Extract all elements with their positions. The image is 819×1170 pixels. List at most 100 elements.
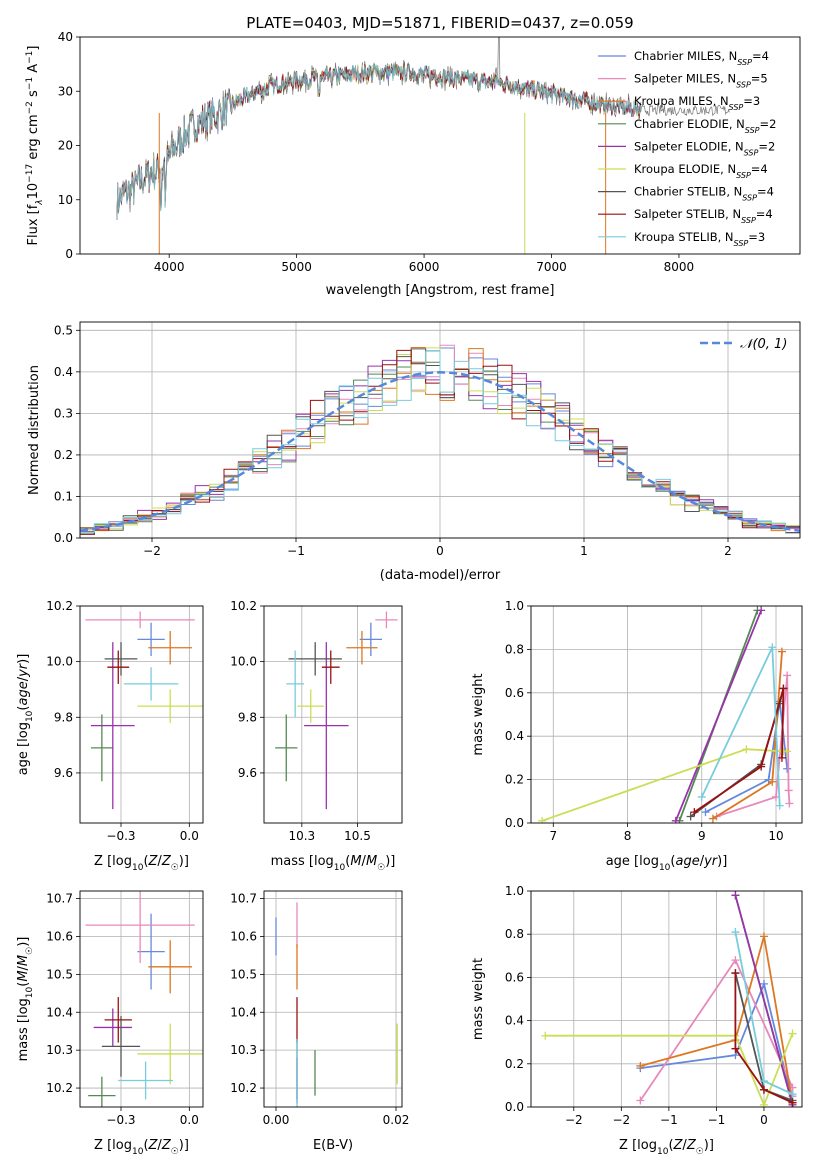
plot-area-mass-vs-ebv: [275, 902, 398, 1107]
y-tick-label: 10.3: [46, 1043, 73, 1057]
x-tick-label: 6000: [409, 260, 440, 274]
y-tick-label: 0.2: [505, 773, 524, 787]
y-tick-label: 10.6: [46, 929, 73, 943]
x-tick-label: −1: [660, 1113, 678, 1127]
weight-marker-salpeter-elodie: [757, 606, 766, 615]
y-tick-label: 10.7: [230, 892, 257, 906]
weight-marker-kroupa-elodie: [783, 747, 792, 756]
weight-line-salpeter-elodie: [674, 609, 763, 822]
weight-marker-kroupa-stelib: [768, 643, 777, 652]
panel-weight-vs-Z: −2 −2 −1 −1 0 0.0 0.2 0.4 0.6 0.8 1.0 Z [log10(Z/Z☉…: [471, 884, 803, 1157]
weight-marker-chabrier-miles: [783, 764, 792, 773]
x-tick-label: 7: [549, 829, 557, 843]
legend-label-chabrier-miles: Chabrier MILES, NSSP=4: [634, 49, 769, 67]
weight-marker-salpeter-miles: [784, 786, 793, 795]
plot-area-weight-vs-Z: [541, 891, 797, 1107]
x-tick-label: −1: [287, 544, 305, 558]
y-tick-label: 10.3: [230, 1043, 257, 1057]
y-tick-label: 10.5: [46, 967, 73, 981]
weight-marker-salpeter-stelib: [777, 753, 786, 762]
y-tick-label: 10: [58, 193, 73, 207]
x-tick-label: 0.02: [383, 1113, 410, 1127]
axes-frame: [263, 890, 403, 1108]
x-tick-label: 7000: [536, 260, 567, 274]
y-tick-label: 9.8: [238, 710, 257, 724]
y-tick-label: 0.4: [505, 729, 524, 743]
weight-marker-salpeter-elodie: [731, 891, 740, 900]
y-tick-label: 0.0: [54, 531, 73, 545]
weight-marker-kroupa-miles: [708, 814, 717, 823]
axes-frame: [79, 321, 801, 539]
y-tick-label: 10.5: [230, 967, 257, 981]
y-tick-label: 10.7: [46, 892, 73, 906]
weight-line-chabrier-miles: [640, 980, 794, 1103]
panel-residuals: −2 −1 0 1 2 0.0 0.1 0.2 0.3 0.4 0.5 𝒩(0, 1) (data-mo…: [27, 321, 801, 583]
y-tick-label: 10.0: [46, 655, 73, 669]
y-tick-label: 9.6: [238, 766, 257, 780]
y-tick-label: 0.5: [54, 323, 73, 337]
x-tick-label: 10.5: [344, 829, 371, 843]
model-kroupa-stelib-line: [116, 62, 642, 220]
y-tick-label: 0.1: [54, 489, 73, 503]
x-tick-label: 10: [768, 829, 783, 843]
weight-marker-kroupa-stelib: [731, 928, 740, 937]
x-tick-label: 8000: [664, 260, 695, 274]
weight-line-kroupa-miles: [640, 936, 794, 1103]
weight-marker-salpeter-elodie: [671, 816, 680, 823]
plot-area-weight-vs-age: [538, 606, 794, 823]
plot-area-mass-vs-Z: [85, 891, 203, 1107]
x-tick-label: 2: [724, 544, 732, 558]
x-tick-label: 0.00: [263, 1113, 290, 1127]
y-tick-label: 0.4: [505, 1014, 524, 1028]
weight-marker-kroupa-miles: [636, 1061, 645, 1070]
axes-frame: [530, 605, 803, 824]
weight-marker-kroupa-stelib: [775, 801, 784, 810]
y-tick-label: 1.0: [505, 884, 524, 898]
weight-marker-salpeter-miles: [785, 799, 794, 808]
x-tick-label: 5000: [281, 260, 312, 274]
normal-distribution-line: [80, 371, 800, 532]
weight-marker-kroupa-elodie: [541, 1031, 550, 1040]
y-tick-label: 0.8: [505, 642, 524, 656]
x-tick-label: −2: [612, 1113, 630, 1127]
mass-vs-Z-y-axis-label: mass [log10(M/M☉)]: [16, 937, 35, 1062]
weight-marker-kroupa-elodie: [742, 745, 751, 754]
x-tick-label: 0.0: [180, 1113, 199, 1127]
x-tick-label: −2: [565, 1113, 583, 1127]
axes-frame: [263, 605, 403, 824]
weight-marker-kroupa-stelib: [759, 1077, 768, 1086]
y-tick-label: 10.4: [46, 1005, 73, 1019]
legend-label-chabrier-stelib: Chabrier STELIB, NSSP=4: [634, 185, 774, 203]
weight-marker-kroupa-elodie: [538, 816, 547, 823]
weight-marker-kroupa-stelib: [788, 1090, 797, 1099]
residuals-x-axis-label: (data-model)/error: [380, 568, 501, 583]
y-tick-label: 0.6: [505, 686, 524, 700]
weight-marker-kroupa-elodie: [788, 1029, 797, 1038]
x-tick-label: 10.3: [288, 829, 315, 843]
panel-age-vs-Z: −0.3 0.0 9.6 9.8 10.0 10.2 Z [log10(Z/Z☉)] age …: [16, 599, 204, 873]
figure-title: PLATE=0403, MJD=51871, FIBERID=0437, z=0…: [246, 14, 633, 32]
y-tick-label: 10.2: [230, 599, 257, 613]
residuals-y-axis-label: Normed distribution: [27, 365, 42, 495]
x-tick-label: −1: [708, 1113, 726, 1127]
weight-marker-salpeter-stelib: [731, 969, 740, 978]
y-tick-label: 30: [58, 84, 73, 98]
panel-mass-vs-Z: −0.3 0.0 10.2 10.3 10.4 10.5 10.6 10.7 Z [log10(…: [16, 890, 204, 1157]
x-tick-label: 4000: [154, 260, 185, 274]
x-tick-label: 1: [580, 544, 588, 558]
y-tick-label: 0.4: [54, 365, 73, 379]
weight-vs-Z-x-axis-label: Z [log10(Z/Z☉)]: [619, 1138, 714, 1157]
weight-marker-chabrier-stelib: [686, 812, 695, 821]
weight-marker-salpeter-miles: [636, 1096, 645, 1105]
histogram-kroupa-stelib: [80, 350, 800, 538]
weight-line-chabrier-miles: [705, 701, 789, 813]
weight-marker-kroupa-miles: [759, 932, 768, 941]
y-tick-label: 10.0: [230, 655, 257, 669]
spectrum-x-axis-label: wavelength [Angstrom, rest frame]: [326, 283, 555, 298]
y-tick-label: 10.4: [230, 1005, 257, 1019]
legend-label-kroupa-elodie: Kroupa ELODIE, NSSP=4: [634, 162, 768, 180]
weight-marker-salpeter-stelib: [759, 1085, 768, 1094]
x-tick-label: −0.3: [106, 1113, 135, 1127]
y-tick-label: 40: [58, 30, 73, 44]
